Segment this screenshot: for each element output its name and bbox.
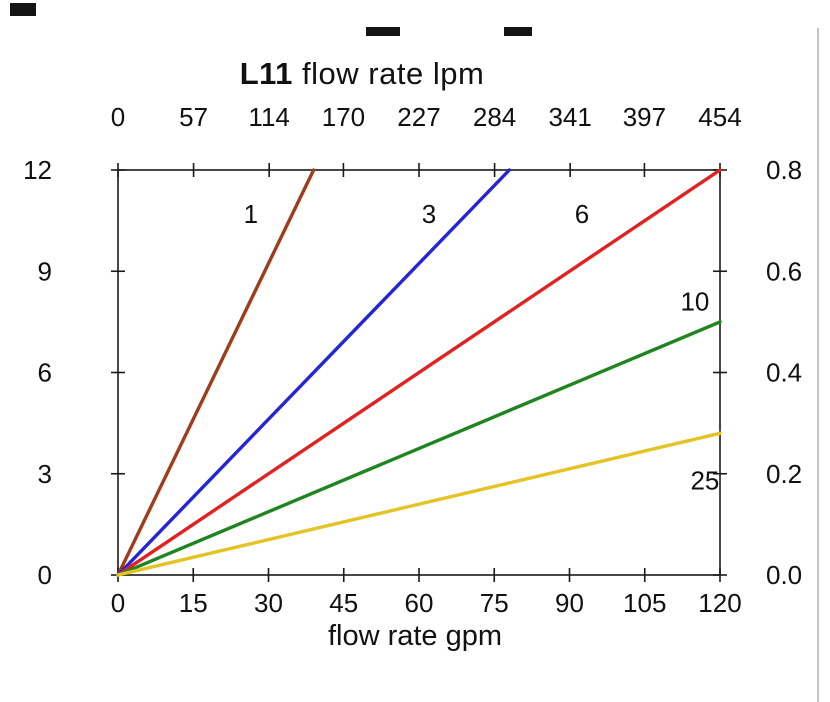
x-top-tick-label: 170 [322,102,365,132]
x-top-tick-label: 454 [698,102,741,132]
x-top-tick-label: 0 [111,102,125,132]
y-right-tick-label: 0.8 [766,155,802,185]
series-line-3 [116,168,511,577]
x-bottom-tick-label: 0 [111,588,125,618]
y-left-tick-label: 6 [38,358,52,388]
y-left-tick-label: 3 [38,459,52,489]
x-bottom-tick-label: 120 [698,588,741,618]
y-right-tick-label: 0.6 [766,256,802,286]
x-bottom-tick-label: 90 [555,588,584,618]
series-label-3: 3 [422,199,436,229]
chart-title-units: flow rate lpm [292,56,485,91]
chart-title: L11 flow rate lpm [0,56,724,92]
x-top-tick-label: 397 [623,102,666,132]
redaction-mark-center-2 [504,27,532,36]
x-top-tick-label: 284 [473,102,516,132]
y-left-tick-label: 0 [38,560,52,590]
x-bottom-tick-label: 45 [329,588,358,618]
x-top-tick-label: 341 [548,102,591,132]
x-bottom-tick-label: 60 [405,588,434,618]
y-left-tick-label: 9 [38,256,52,286]
y-right-tick-label: 0.2 [766,459,802,489]
series-label-6: 6 [575,199,589,229]
series-line-25 [116,431,722,577]
chart-title-model: L11 [239,56,293,91]
x-top-tick-label: 114 [248,102,289,132]
redaction-mark-top-left [10,3,36,16]
series-label-25: 25 [690,466,719,496]
series-label-10: 10 [680,287,709,317]
x-bottom-tick-label: 105 [623,588,666,618]
series-line-1 [116,168,316,577]
window-edge-line [817,28,819,702]
x-top-tick-label: 57 [179,102,208,132]
x-bottom-tick-label: 75 [480,588,509,618]
y-left-tick-label: 12 [23,155,52,185]
redaction-mark-center-1 [366,27,400,36]
x-top-tick-label: 227 [397,102,440,132]
series-label-1: 1 [244,199,258,229]
y-right-tick-label: 0.4 [766,358,802,388]
series-line-6 [116,168,722,577]
x-axis-title: flow rate gpm [327,620,503,652]
y-right-tick-label: 0.0 [766,560,802,590]
x-bottom-tick-label: 15 [179,588,208,618]
series-line-10 [116,320,722,577]
x-bottom-tick-label: 30 [254,588,283,618]
